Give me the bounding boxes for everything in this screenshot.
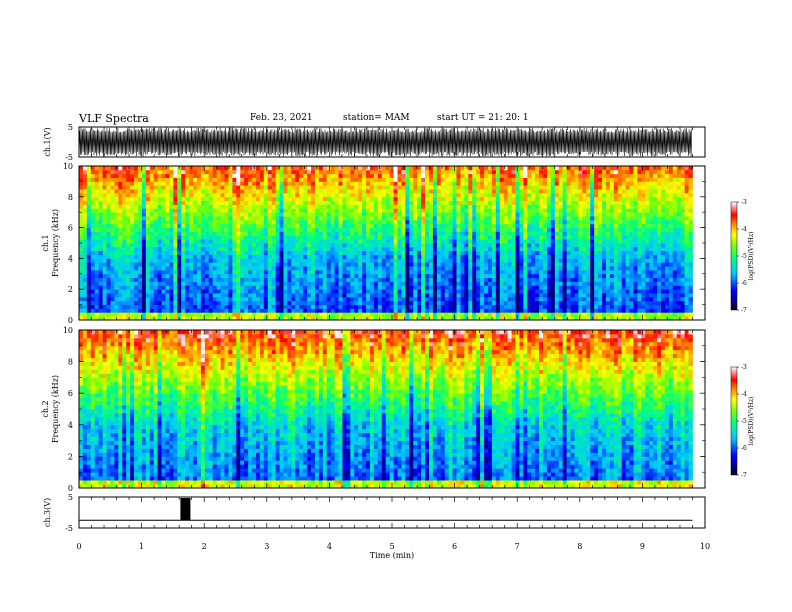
- time-tick-label: 8: [577, 542, 582, 551]
- ch2-colorbar-label: log(PSD)(V²/Hz): [748, 397, 755, 446]
- ch1-spectrogram-cells: [79, 166, 693, 321]
- ch2-colorbar-tick-label: -5: [741, 418, 747, 425]
- time-tick-label: 6: [452, 542, 457, 551]
- ch1-colorbar-gradient: [730, 201, 738, 311]
- ch1-colorbar-tick-label: -7: [741, 307, 747, 314]
- ch3-waveform-panel: 5 -5 ch.3(V): [43, 493, 706, 533]
- time-tick-label: 9: [640, 542, 645, 551]
- header-title: VLF Spectra: [79, 112, 149, 125]
- ch2-spectrogram-ytick-label: 10: [63, 326, 73, 335]
- ch2-spectrogram-ytick-label: 6: [68, 389, 73, 398]
- time-tick-label: 10: [700, 542, 710, 551]
- header-date: Feb. 23, 2021: [250, 113, 313, 123]
- ch3-waveform-ytick-label: 5: [68, 493, 73, 502]
- ch1-waveform-ylabel: ch.1(V): [43, 127, 52, 156]
- ch3-waveform-ytick-label: -5: [65, 524, 73, 533]
- ch1-waveform-panel: 5 -5 ch.1(V): [43, 123, 706, 162]
- time-tick-label: 7: [515, 542, 520, 551]
- time-tick-label: 4: [327, 542, 332, 551]
- ch2-colorbar-tick-label: -4: [741, 391, 747, 398]
- time-tick-label: 2: [202, 542, 207, 551]
- ch1-colorbar-tick-label: -4: [741, 226, 747, 233]
- ch1-waveform-ytick-label: 5: [68, 123, 73, 132]
- ch1-spectrogram-ytick-label: 10: [63, 162, 73, 171]
- ch2-spectrogram-ylabel-frequency: Frequency (kHz): [51, 375, 60, 443]
- ch1-spectrogram-ytick-label: 8: [68, 193, 73, 202]
- time-axis-label: Time (min): [370, 551, 414, 560]
- ch2-spectrogram-ylabel-channel: ch.2: [41, 400, 50, 417]
- time-tick-label: 1: [139, 542, 144, 551]
- time-tick-label: 3: [264, 542, 269, 551]
- ch1-spectrogram-panel: 0 2 4 6 8 10 ch.1 Frequency (kHz): [41, 162, 706, 325]
- ch2-spectrogram-panel: 0 2 4 6 8 10 ch.2 Frequency (kHz): [41, 326, 706, 493]
- ch1-waveform-trace: [78, 127, 693, 157]
- ch2-colorbar: -3 -4 -5 -6 -7 log(PSD)(V²/Hz): [730, 364, 755, 479]
- ch2-colorbar-gradient: [730, 366, 738, 476]
- ch1-colorbar-tick-label: -3: [741, 199, 747, 206]
- header-start-ut: start UT = 21: 20: 1: [437, 113, 529, 123]
- ch1-colorbar: -3 -4 -5 -6 -7 log(PSD)(V²/Hz): [730, 199, 755, 314]
- ch1-colorbar-label: log(PSD)(V²/Hz): [748, 232, 755, 281]
- ch2-spectrogram-ytick-label: 2: [68, 452, 73, 461]
- ch1-spectrogram-ytick-label: 6: [68, 224, 73, 233]
- ch1-spectrogram-ylabel-frequency: Frequency (kHz): [51, 209, 60, 277]
- ch1-spectrogram-ytick-label: 0: [68, 316, 73, 325]
- time-tick-label: 5: [389, 542, 394, 551]
- ch2-spectrogram-cells: [79, 330, 693, 489]
- ch1-waveform-ytick-label: -5: [65, 153, 73, 162]
- ch1-spectrogram-ytick-label: 4: [68, 254, 73, 263]
- time-tick-label: 0: [76, 542, 81, 551]
- ch1-spectrogram-ylabel-channel: ch.1: [41, 234, 50, 251]
- header-station: station= MAM: [343, 113, 410, 123]
- ch3-pulse: [180, 498, 191, 521]
- ch3-waveform-ylabel: ch.3(V): [43, 498, 52, 527]
- time-axis: 0 1 2 3 4 5 6 7 8 9 10 Time (min): [76, 542, 710, 560]
- ch2-spectrogram-ytick-label: 4: [68, 421, 73, 430]
- ch2-spectrogram-ytick-label: 8: [68, 358, 73, 367]
- ch1-colorbar-tick-label: -6: [741, 280, 747, 287]
- ch1-spectrogram-ytick-label: 2: [68, 285, 73, 294]
- ch2-colorbar-tick-label: -3: [741, 364, 747, 371]
- ch2-colorbar-tick-label: -7: [741, 472, 747, 479]
- ch2-colorbar-tick-label: -6: [741, 445, 747, 452]
- ch2-spectrogram-ytick-label: 0: [68, 484, 73, 493]
- ch1-colorbar-tick-label: -5: [741, 253, 747, 260]
